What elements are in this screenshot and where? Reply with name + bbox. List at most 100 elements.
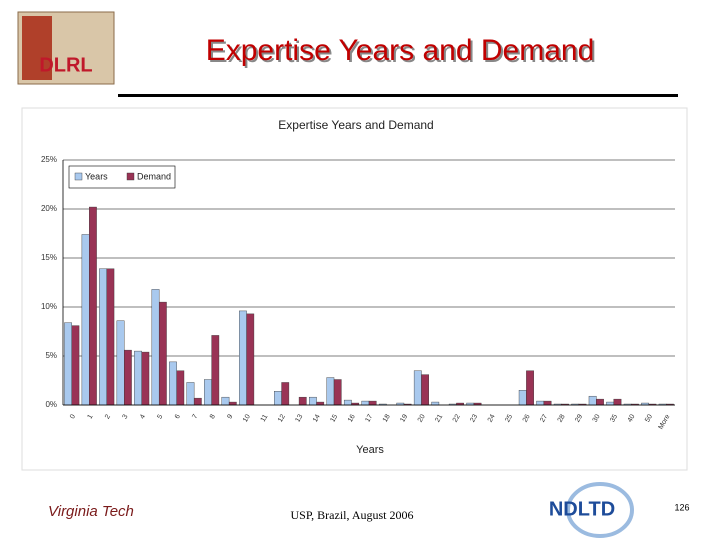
bar	[518, 390, 527, 406]
logo-left-figure	[22, 16, 52, 80]
bar	[543, 400, 552, 406]
bar	[421, 374, 430, 406]
y-tick-label: 25%	[41, 155, 57, 164]
slide-title-shadow: Expertise Years and Demand	[208, 36, 597, 69]
x-tick-label: 10	[242, 413, 252, 423]
x-tick-label: More	[658, 413, 672, 430]
bar	[526, 370, 534, 406]
bar	[89, 206, 97, 406]
bar	[333, 379, 342, 406]
bar	[536, 400, 545, 406]
plot: 0%5%10%15%20%25%0 1 2 3 4 5 6 7 8 9 10 11 12 13 14 15 16…	[41, 155, 675, 431]
x-tick-label: 23	[469, 413, 479, 423]
x-tick-label: 30	[592, 413, 602, 423]
y-tick-label: 20%	[41, 204, 57, 213]
x-tick-label: 19	[399, 413, 409, 423]
x-tick-label: 12	[277, 413, 287, 423]
x-tick-label: 9	[226, 413, 234, 420]
x-tick-label: 15	[329, 413, 339, 423]
x-tick-label: 0	[69, 413, 77, 420]
legend-label: Years	[85, 171, 108, 181]
x-tick-label: 8	[209, 413, 217, 420]
bar	[343, 399, 352, 406]
x-tick-label: 13	[294, 413, 304, 423]
bar	[431, 401, 440, 406]
legend-swatch	[126, 172, 135, 181]
x-tick-label: 7	[191, 413, 199, 420]
x-tick-label: 14	[312, 413, 322, 423]
bar	[596, 398, 604, 406]
x-tick-label: 11	[260, 413, 270, 423]
bar	[368, 400, 377, 406]
x-tick-label: 40	[627, 413, 637, 423]
bar	[99, 268, 107, 406]
y-tick-label: 0%	[45, 400, 57, 409]
bar	[204, 379, 212, 406]
logo-left: DLRL	[39, 54, 92, 76]
slide-title: Expertise Years and Demand	[206, 34, 595, 67]
bar	[274, 391, 282, 406]
x-tick-label: 21	[434, 413, 444, 423]
x-tick-label: 17	[364, 413, 374, 423]
page-number: 126	[674, 502, 689, 512]
bar	[606, 401, 614, 406]
x-tick-label: 29	[574, 413, 584, 423]
bar	[106, 268, 115, 406]
x-tick-label: 6	[174, 413, 182, 420]
title-rule	[118, 94, 678, 97]
x-tick-label: 20	[417, 413, 427, 423]
bar	[413, 370, 422, 406]
bar	[134, 350, 142, 406]
x-tick-label: 5	[156, 413, 164, 420]
bar	[308, 396, 317, 406]
y-tick-label: 10%	[41, 302, 57, 311]
x-axis-label: Years	[356, 444, 384, 456]
legend-label: Demand	[137, 171, 171, 181]
x-tick-label: 26	[522, 413, 532, 423]
bar	[158, 301, 167, 406]
x-tick-label: 1	[87, 413, 95, 420]
y-tick-label: 15%	[41, 253, 57, 262]
bar	[141, 351, 150, 406]
bar	[613, 398, 622, 406]
bar	[221, 396, 230, 406]
bar	[186, 382, 195, 406]
bar	[246, 313, 255, 406]
x-tick-label: 18	[382, 413, 392, 423]
logo-ring	[566, 482, 634, 538]
x-tick-label: 35	[609, 413, 619, 423]
x-tick-label: 28	[557, 413, 567, 423]
bar	[71, 325, 80, 406]
bar	[281, 382, 290, 406]
chart-frame	[21, 107, 688, 471]
x-tick-label: 16	[347, 413, 357, 423]
bar	[64, 322, 72, 406]
y-tick-label: 5%	[45, 351, 57, 360]
bar	[176, 370, 185, 406]
bar	[316, 401, 325, 406]
bar	[239, 310, 247, 406]
bar	[193, 397, 202, 406]
legend-box	[68, 165, 176, 189]
bar	[326, 377, 335, 406]
legend-swatch	[74, 172, 83, 181]
x-tick-label: 50	[644, 413, 654, 423]
x-tick-label: 22	[452, 413, 462, 423]
x-tick-label: 24	[487, 413, 497, 423]
bar	[151, 289, 160, 406]
bar	[81, 234, 90, 406]
chart-title: Expertise Years and Demand	[278, 118, 433, 132]
x-tick-label: 4	[139, 413, 147, 420]
x-tick-label: 2	[104, 413, 112, 420]
bar	[361, 400, 370, 406]
bar	[298, 396, 307, 406]
footer: USP, Brazil, August 2006	[290, 508, 413, 522]
bar	[211, 335, 220, 406]
x-tick-label: 27	[539, 413, 549, 423]
logo-bottom-right: NDLTD	[549, 498, 615, 520]
bar	[228, 401, 237, 406]
x-tick-label: 3	[122, 413, 130, 420]
bar	[588, 395, 597, 406]
logo-bottom-left: Virginia Tech	[48, 503, 134, 520]
bar	[123, 349, 132, 406]
